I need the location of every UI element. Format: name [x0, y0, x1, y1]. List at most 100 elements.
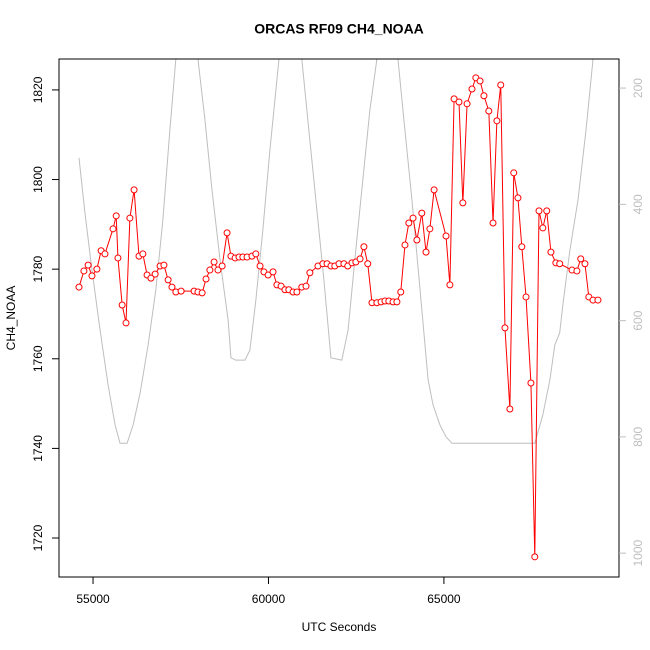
data-point: [202, 275, 210, 283]
data-point: [75, 283, 83, 291]
data-point: [401, 241, 409, 249]
x-tick-label: 55000: [76, 592, 110, 606]
data-point: [139, 250, 147, 258]
data-point: [88, 272, 96, 280]
data-point: [510, 169, 518, 177]
y2-tick-label: 1000: [631, 539, 645, 566]
data-point: [256, 262, 264, 270]
y-tick-label: 1720: [31, 524, 45, 551]
x-tick-label: 65000: [427, 592, 461, 606]
data-point: [506, 405, 514, 413]
data-point: [493, 117, 501, 125]
data-point: [543, 207, 551, 215]
data-point: [356, 255, 364, 263]
data-point: [446, 281, 454, 289]
data-point: [101, 250, 109, 258]
data-point: [426, 225, 434, 233]
data-point: [364, 260, 372, 268]
data-point: [93, 265, 101, 273]
data-point: [210, 258, 218, 266]
chart-title: ORCAS RF09 CH4_NOAA: [254, 21, 424, 37]
data-point: [302, 282, 310, 290]
data-point: [118, 301, 126, 309]
altitude-line: [78, 59, 594, 444]
data-point: [114, 254, 122, 262]
data-point: [539, 224, 547, 232]
data-point: [164, 276, 172, 284]
data-point: [535, 207, 543, 215]
data-point: [409, 214, 417, 222]
data-point: [418, 209, 426, 217]
data-point: [198, 289, 206, 297]
data-point: [527, 379, 535, 387]
y-axis-label: CH4_NOAA: [4, 286, 18, 351]
x-tick-label: 60000: [252, 592, 286, 606]
data-point: [581, 260, 589, 268]
data-point: [109, 225, 117, 233]
data-point: [252, 250, 260, 258]
data-point: [480, 92, 488, 100]
data-point: [422, 248, 430, 256]
y2-tick-label: 800: [631, 427, 645, 447]
data-point: [577, 255, 585, 263]
data-point: [360, 243, 368, 251]
data-point: [306, 269, 314, 277]
data-point: [547, 248, 555, 256]
data-point: [430, 186, 438, 194]
data-point: [84, 261, 92, 269]
data-point: [206, 266, 214, 274]
data-point: [147, 274, 155, 282]
y-tick-label: 1760: [31, 345, 45, 372]
x-axis-label: UTC Seconds: [302, 620, 377, 634]
y-tick-label: 1820: [31, 76, 45, 103]
data-point: [122, 319, 130, 327]
data-point: [522, 293, 530, 301]
data-point: [126, 214, 134, 222]
data-point: [455, 98, 463, 106]
data-point: [293, 288, 301, 296]
data-point: [269, 268, 277, 276]
data-point: [450, 95, 458, 103]
data-point: [501, 324, 509, 332]
data-point: [168, 283, 176, 291]
data-point: [459, 199, 467, 207]
data-point: [489, 219, 497, 227]
data-point: [405, 219, 413, 227]
data-point: [130, 186, 138, 194]
data-point: [80, 267, 88, 275]
data-point: [442, 232, 450, 240]
y2-tick-label: 400: [631, 194, 645, 214]
y-tick-label: 1780: [31, 255, 45, 282]
data-point: [112, 212, 120, 220]
data-point: [177, 287, 185, 295]
data-point: [214, 266, 222, 274]
plot-area: [75, 59, 602, 561]
data-point: [518, 243, 526, 251]
data-point: [151, 270, 159, 278]
data-point: [413, 236, 421, 244]
data-point: [218, 262, 226, 270]
y2-tick-label: 200: [631, 78, 645, 98]
data-point: [393, 298, 401, 306]
data-point: [468, 85, 476, 93]
data-point: [476, 77, 484, 85]
data-point: [223, 229, 231, 237]
data-point: [485, 107, 493, 115]
data-point: [514, 194, 522, 202]
y-tick-label: 1740: [31, 435, 45, 462]
data-point: [397, 288, 405, 296]
data-point: [497, 81, 505, 89]
y-tick-label: 1800: [31, 166, 45, 193]
plot-frame: [58, 58, 620, 578]
data-point: [160, 261, 168, 269]
data-point: [531, 553, 539, 561]
data-point: [573, 267, 581, 275]
data-point: [463, 100, 471, 108]
data-point: [264, 271, 272, 279]
y2-tick-label: 600: [631, 310, 645, 330]
data-point: [556, 260, 564, 268]
data-point: [594, 296, 602, 304]
